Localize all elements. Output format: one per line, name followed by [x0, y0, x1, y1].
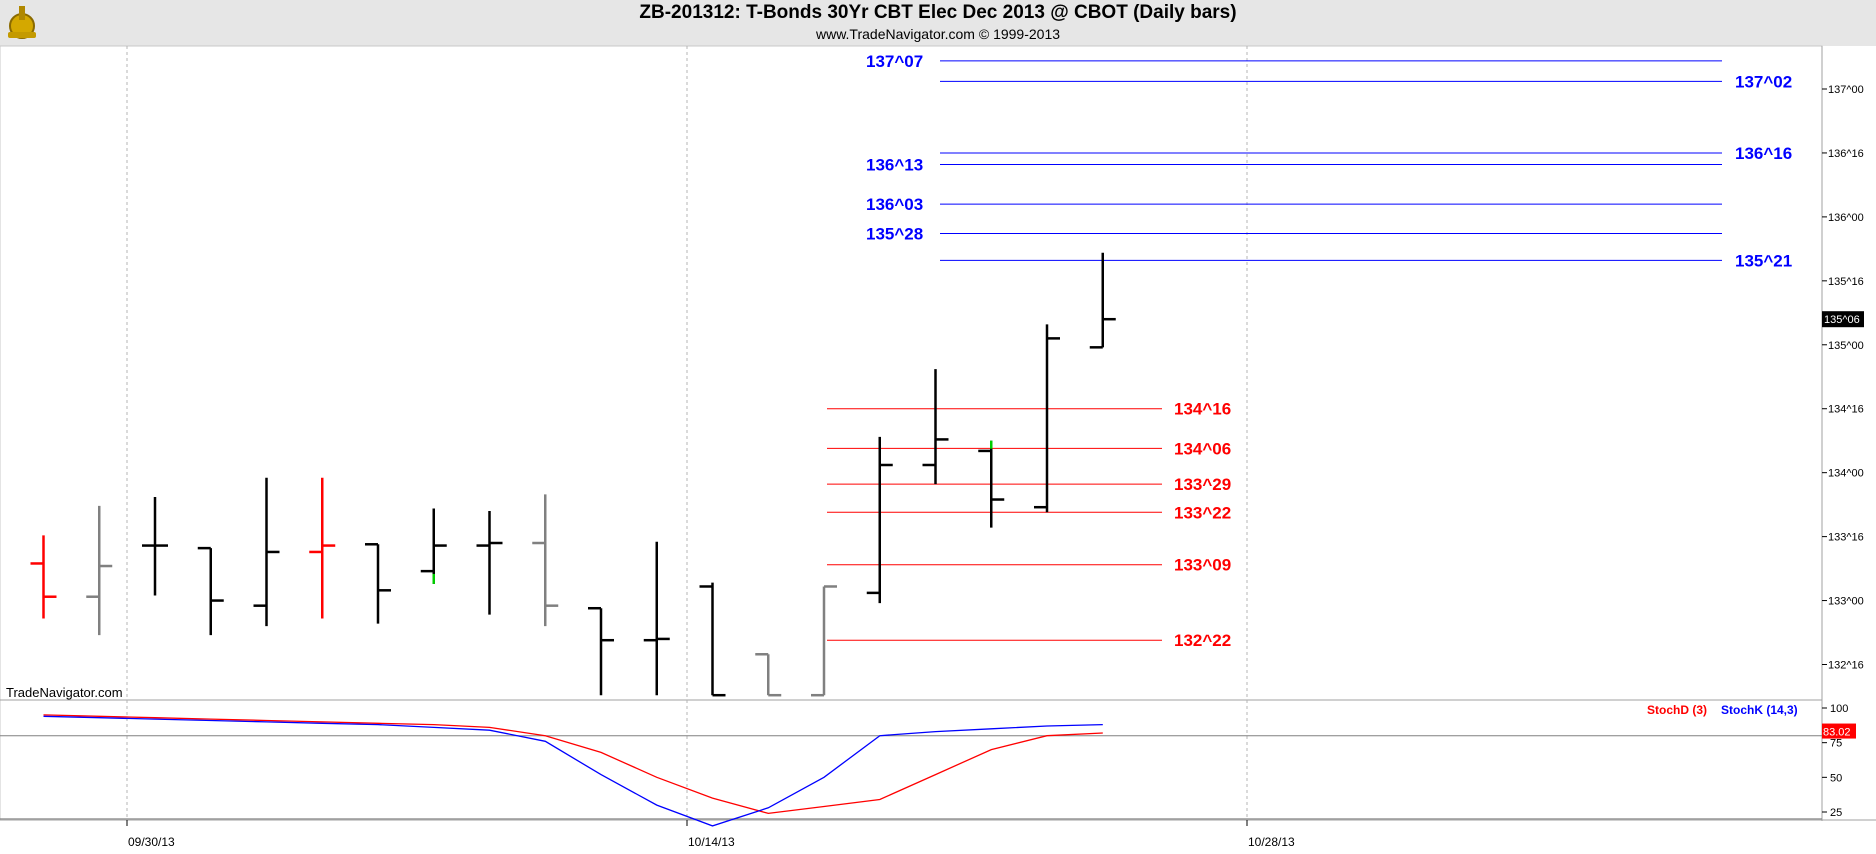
xaxis-band [0, 821, 1876, 854]
stoch-value-box [1822, 723, 1856, 739]
resistance-label: 135^21 [1735, 251, 1792, 270]
y-tick-label: 136^16 [1828, 148, 1864, 160]
y-tick-label: 133^00 [1828, 596, 1864, 608]
y-tick-label: 135^16 [1828, 276, 1864, 288]
stoch-pane [0, 699, 1823, 821]
chart-subtitle: www.TradeNavigator.com © 1999-2013 [815, 26, 1061, 42]
support-label: 133^09 [1174, 556, 1231, 575]
stoch-y-tick-label: 25 [1830, 807, 1842, 819]
chart-title: ZB-201312: T-Bonds 30Yr CBT Elec Dec 201… [639, 2, 1237, 23]
watermark: TradeNavigator.com [6, 685, 123, 700]
chart-header: ZB-201312: T-Bonds 30Yr CBT Elec Dec 201… [0, 0, 1876, 46]
stoch-y-tick-label: 75 [1830, 738, 1842, 750]
legend-stochd: StochD (3) [1647, 703, 1707, 717]
legend-stochk: StochK (14,3) [1721, 703, 1798, 717]
stoch-line [43, 715, 1103, 827]
y-tick-label: 136^00 [1828, 212, 1864, 224]
stoch-y-tick-label: 50 [1830, 772, 1842, 784]
y-tick-label: 137^00 [1828, 84, 1864, 96]
trade-navigator-logo [8, 6, 36, 39]
resistance-label: 137^02 [1735, 72, 1792, 91]
stoch-value-label: 83.02 [1823, 727, 1851, 739]
support-label: 133^29 [1174, 475, 1231, 494]
resistance-label: 135^28 [866, 225, 923, 244]
y-tick-label: 134^16 [1828, 404, 1864, 416]
y-tick-label: 134^00 [1828, 468, 1864, 480]
resistance-label: 136^16 [1735, 144, 1792, 163]
resistance-label: 136^13 [866, 155, 923, 174]
price-pane [0, 45, 1823, 701]
last-price-label: 135^06 [1824, 314, 1860, 326]
x-tick-label: 10/14/13 [688, 835, 735, 849]
last-price-box [1822, 311, 1864, 328]
resistance-label: 137^07 [866, 52, 923, 71]
x-tick-label: 09/30/13 [128, 835, 175, 849]
stoch-line [43, 714, 1103, 815]
x-tick-label: 10/28/13 [1248, 835, 1295, 849]
y-tick-label: 135^00 [1828, 340, 1864, 352]
support-label: 134^06 [1174, 439, 1231, 458]
stoch-y-tick-label: 100 [1830, 703, 1848, 715]
y-tick-label: 133^16 [1828, 532, 1864, 544]
resistance-label: 136^03 [866, 195, 923, 214]
support-label: 132^22 [1174, 631, 1231, 650]
y-tick-label: 132^16 [1828, 660, 1864, 672]
support-label: 134^16 [1174, 400, 1231, 419]
support-label: 133^22 [1174, 503, 1231, 522]
